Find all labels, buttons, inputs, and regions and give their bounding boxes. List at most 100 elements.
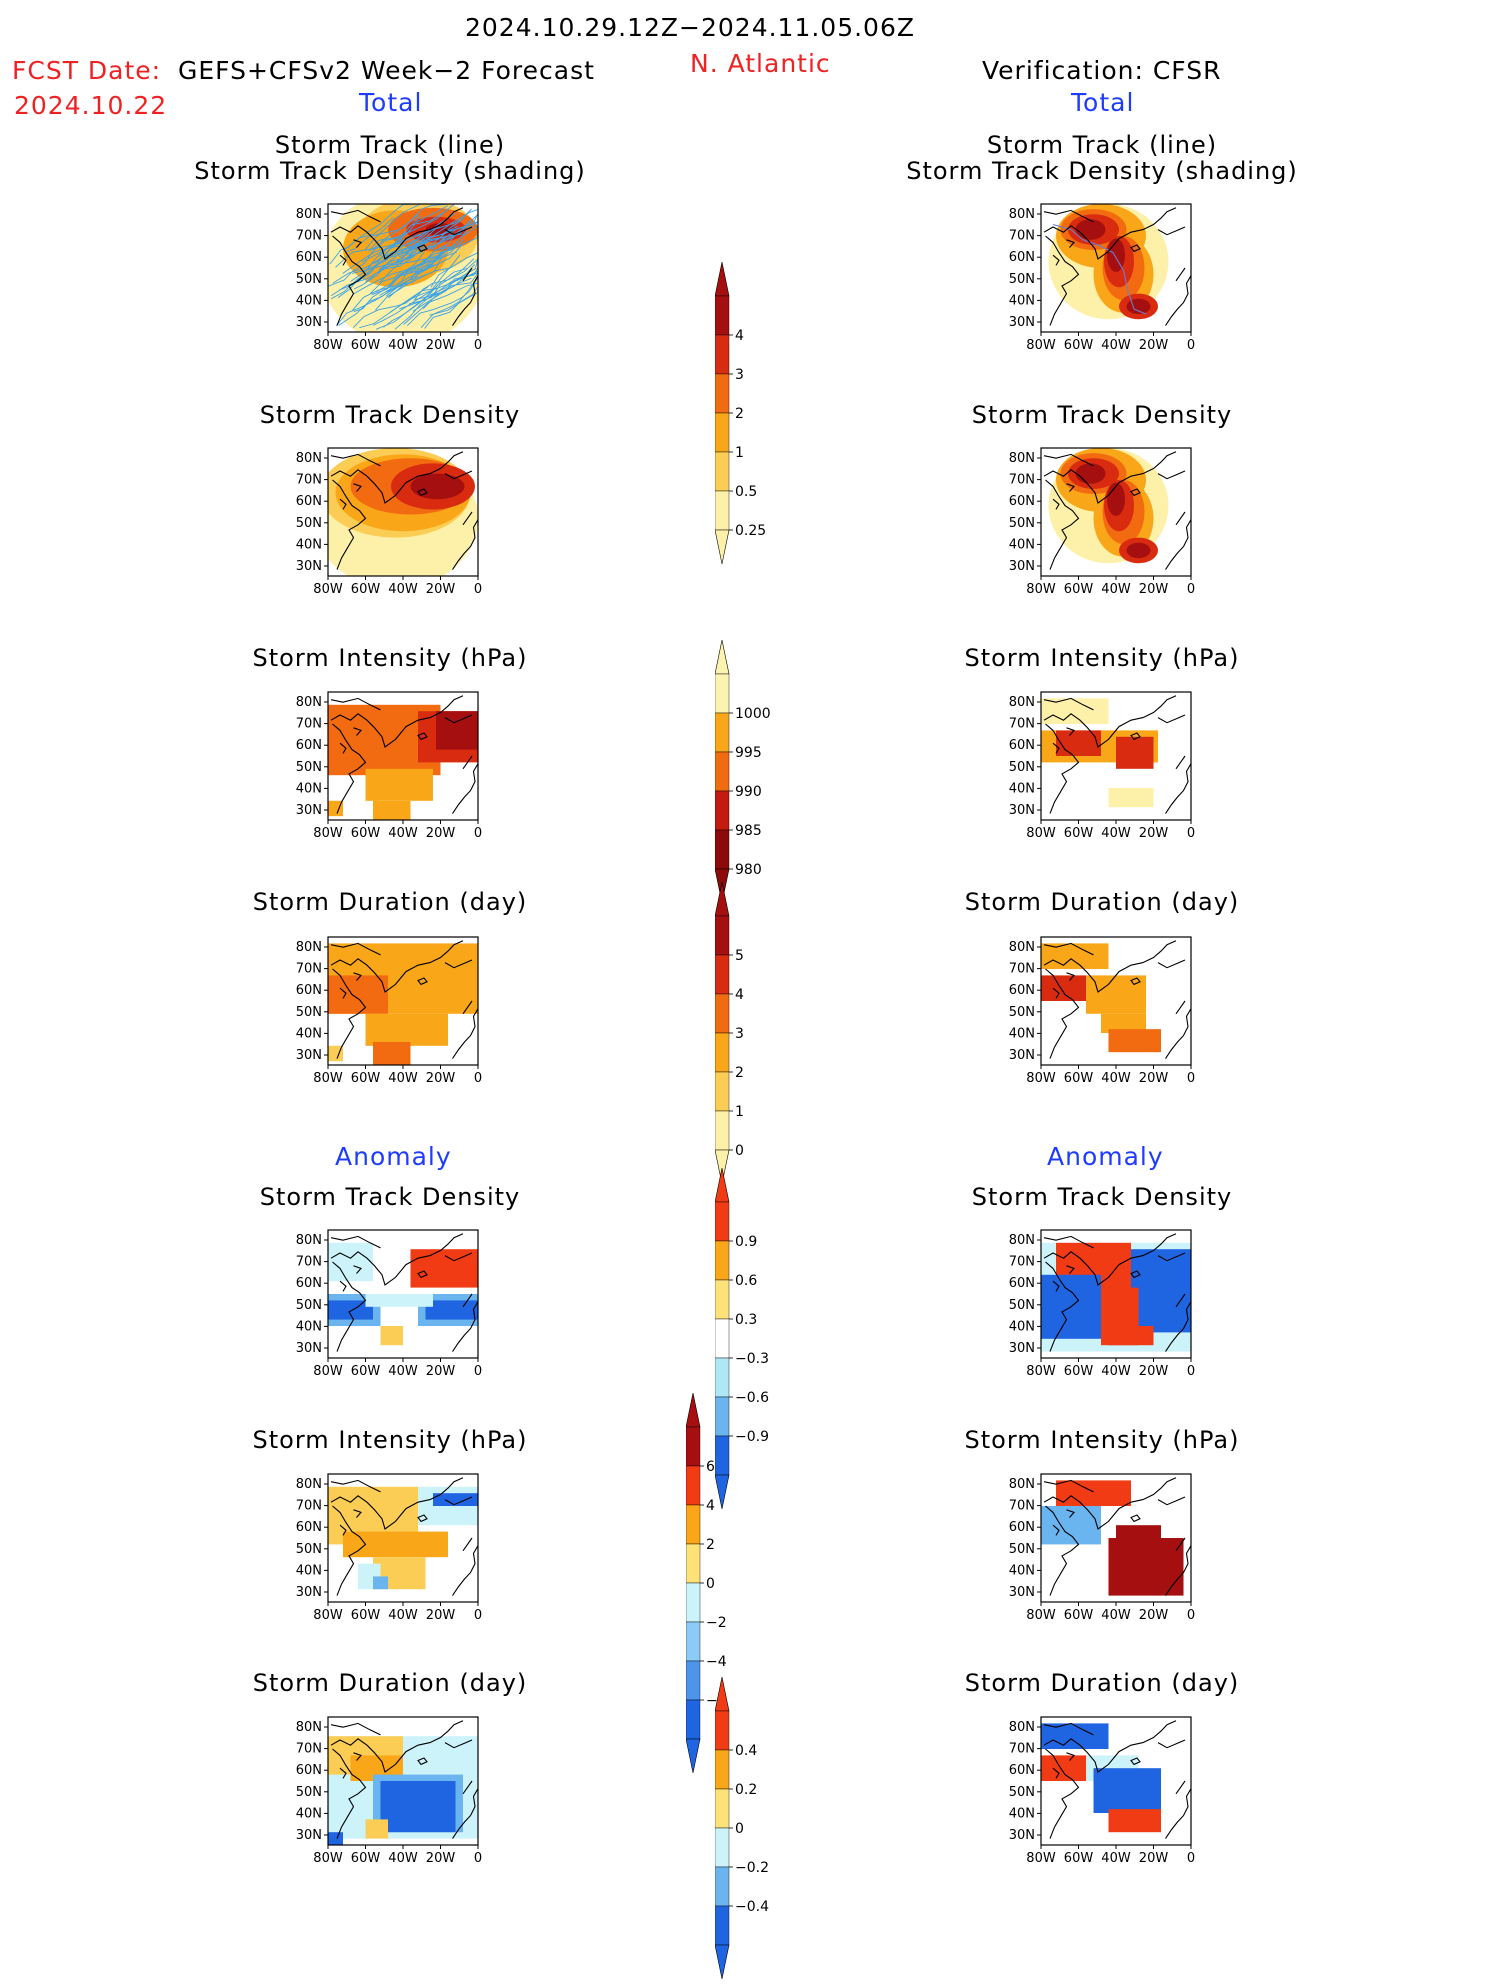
colorbar-swatch — [714, 751, 730, 792]
lon-tick-label: 60W — [351, 1851, 381, 1866]
colorbar-swatch — [685, 1465, 701, 1506]
verification-label: Verification: CFSR — [982, 56, 1222, 85]
title-left-anom-density: Storm Track Density — [259, 1183, 521, 1211]
lat-tick-label: 80N — [296, 451, 322, 466]
lat-tick-label: 60N — [1009, 1763, 1035, 1778]
lat-tick-label: 80N — [296, 1720, 322, 1735]
lon-tick-label: 20W — [426, 1851, 456, 1866]
lon-tick-label: 80W — [1026, 1851, 1056, 1866]
lon-tick-label: 80W — [313, 1071, 343, 1086]
lat-tick-label: 80N — [296, 695, 322, 710]
lon-tick-label: 0 — [1187, 1364, 1195, 1379]
lat-tick-label: 60N — [1009, 1276, 1035, 1291]
lon-tick-label: 40W — [1101, 1364, 1131, 1379]
lat-tick-label: 60N — [296, 494, 322, 509]
lat-tick-label: 40N — [1009, 293, 1035, 308]
colorbar-swatch — [714, 1749, 730, 1790]
lat-tick-label: 50N — [1009, 272, 1035, 287]
colorbar-bottom-triangle — [685, 1738, 701, 1774]
lat-tick-label: 80N — [1009, 695, 1035, 710]
colorbar-top-triangle — [714, 1167, 730, 1203]
lat-tick-label: 40N — [1009, 537, 1035, 552]
colorbar-top-triangle — [685, 1392, 701, 1428]
colorbar-label: 2 — [706, 1537, 715, 1553]
verif-anom-density-svg: 80N 70N 60N 50N 40N 30N 80W 60W 40W 20W 0 — [1009, 1229, 1195, 1379]
lat-tick-label: 30N — [296, 559, 322, 574]
colorbar-swatch — [714, 490, 730, 531]
colorbar-swatch — [714, 1710, 730, 1751]
lat-tick-label: 60N — [296, 250, 322, 265]
lon-tick-label: 60W — [1064, 1608, 1094, 1623]
lat-tick-label: 30N — [296, 315, 322, 330]
colorbar-label: 1 — [735, 1104, 744, 1120]
title-right-duration: Storm Duration (day) — [964, 888, 1240, 916]
title-right-anom-duration: Storm Duration (day) — [964, 1669, 1240, 1697]
lon-tick-label: 20W — [426, 582, 456, 597]
map-verif-intensity: 80N 70N 60N 50N 40N 30N 80W 60W 40W 20W 0 — [1001, 686, 1197, 846]
lat-tick-label: 40N — [296, 293, 322, 308]
lon-tick-label: 0 — [1187, 1608, 1195, 1623]
lat-tick-label: 30N — [296, 1585, 322, 1600]
colorbar-label: −2 — [706, 1615, 727, 1631]
lat-tick-label: 40N — [1009, 1026, 1035, 1041]
colorbar-swatch — [714, 334, 730, 375]
lon-tick-label: 60W — [1064, 338, 1094, 353]
lat-tick-label: 70N — [1009, 1499, 1035, 1514]
lon-tick-label: 0 — [474, 1364, 482, 1379]
lon-tick-label: 40W — [388, 1851, 418, 1866]
lon-tick-label: 20W — [426, 1071, 456, 1086]
lat-tick-label: 80N — [296, 1233, 322, 1248]
colorbar-swatch — [714, 790, 730, 831]
colorbar-swatch — [685, 1621, 701, 1662]
lon-tick-label: 20W — [1139, 1851, 1169, 1866]
lon-tick-label: 20W — [426, 1364, 456, 1379]
region-label: N. Atlantic — [690, 49, 831, 78]
colorbar-swatch — [685, 1543, 701, 1584]
colorbar-label: 980 — [735, 862, 762, 878]
colorbar-label: 990 — [735, 784, 762, 800]
lon-tick-label: 0 — [474, 1851, 482, 1866]
colorbar-top-triangle — [714, 881, 730, 917]
lon-tick-label: 0 — [1187, 582, 1195, 597]
fcst-duration-svg: 80N 70N 60N 50N 40N 30N 80W 60W 40W 20W 0 — [296, 936, 482, 1086]
lon-tick-label: 80W — [1026, 338, 1056, 353]
lat-tick-label: 50N — [296, 516, 322, 531]
lat-tick-label: 40N — [296, 1319, 322, 1334]
lat-tick-label: 80N — [1009, 207, 1035, 222]
field-shading — [328, 204, 478, 332]
lat-tick-label: 60N — [1009, 494, 1035, 509]
map-fcst-density: 80N 70N 60N 50N 40N 30N 80W 60W 40W 20W 0 — [288, 442, 484, 602]
lon-tick-label: 60W — [351, 338, 381, 353]
field-shading — [1041, 695, 1191, 814]
lat-tick-label: 40N — [296, 1806, 322, 1821]
colorbar-bottom-triangle — [714, 1149, 730, 1185]
map-fcst-track: 80N 70N 60N 50N 40N 30N 80W 60W 40W 20W 0 — [288, 198, 484, 358]
lon-tick-label: 80W — [1026, 582, 1056, 597]
title-left-duration: Storm Duration (day) — [252, 888, 528, 916]
colorbar-density-anom: 0.9 0.6 0.3 −0.3 −0.6 −0.9 — [714, 1167, 785, 1517]
fcst-density-svg: 80N 70N 60N 50N 40N 30N 80W 60W 40W 20W 0 — [296, 447, 482, 597]
colorbar-swatch — [714, 412, 730, 453]
title-left-density: Storm Track Density — [259, 401, 521, 429]
lon-tick-label: 40W — [1101, 1851, 1131, 1866]
colorbar-label: 4 — [735, 987, 744, 1003]
lon-tick-label: 0 — [474, 582, 482, 597]
lat-tick-label: 50N — [296, 760, 322, 775]
lat-tick-label: 50N — [296, 272, 322, 287]
colorbar-label: 2 — [735, 406, 744, 422]
fcst-intensity-svg: 80N 70N 60N 50N 40N 30N 80W 60W 40W 20W 0 — [296, 691, 482, 841]
colorbar-intensity-total: 1000 995 990 985 980 — [714, 639, 785, 911]
lat-tick-label: 30N — [296, 803, 322, 818]
lon-tick-label: 40W — [388, 582, 418, 597]
lat-tick-label: 70N — [1009, 1255, 1035, 1270]
lon-tick-label: 0 — [1187, 826, 1195, 841]
lat-tick-label: 30N — [1009, 1828, 1035, 1843]
colorbar-swatch — [714, 1866, 730, 1907]
colorbar-swatch — [714, 1279, 730, 1320]
colorbar-label: 1 — [735, 445, 744, 461]
lon-tick-label: 40W — [388, 1364, 418, 1379]
lon-tick-label: 60W — [1064, 1071, 1094, 1086]
lon-tick-label: 40W — [388, 1071, 418, 1086]
colorbar-swatch — [714, 712, 730, 753]
lat-tick-label: 40N — [1009, 781, 1035, 796]
